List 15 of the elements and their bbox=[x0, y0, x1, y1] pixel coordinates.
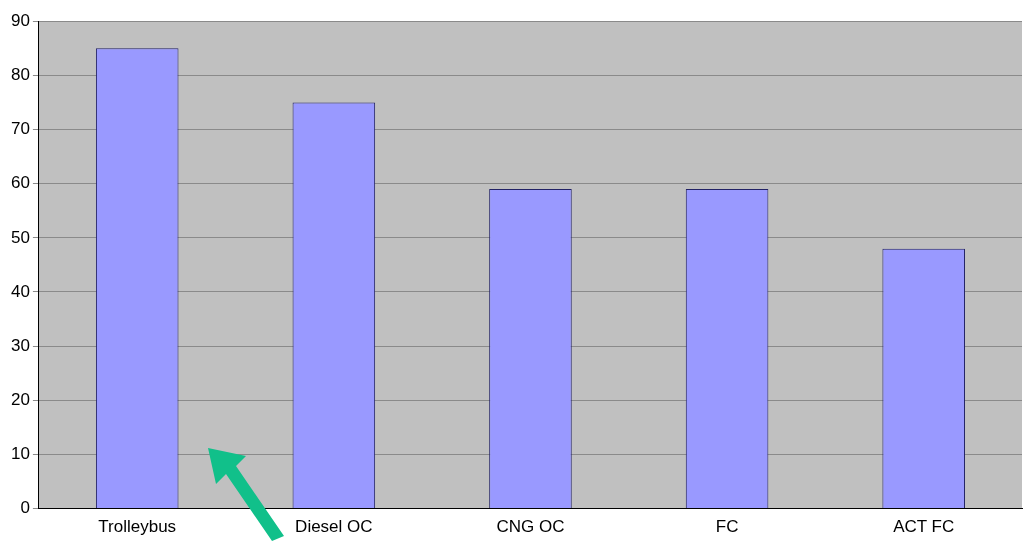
y-tick-label: 0 bbox=[20, 498, 30, 518]
y-tick-label: 80 bbox=[10, 65, 30, 85]
y-tick-label: 40 bbox=[10, 281, 30, 301]
x-tick-label: FC bbox=[715, 517, 739, 537]
y-tick-label: 70 bbox=[10, 119, 30, 139]
x-tick-label: ACT FC bbox=[893, 517, 955, 537]
y-tick-label: 60 bbox=[10, 173, 30, 193]
y-tick-label: 30 bbox=[10, 335, 30, 355]
y-tick-label: 20 bbox=[10, 389, 30, 409]
y-tick-label: 90 bbox=[10, 10, 30, 30]
x-tick-label: Diesel OC bbox=[295, 517, 373, 537]
x-tick-label: CNG OC bbox=[496, 517, 565, 537]
y-tick-label: 50 bbox=[10, 227, 30, 247]
y-tick-label: 10 bbox=[10, 444, 30, 464]
x-tick-label: Trolleybus bbox=[98, 517, 177, 537]
